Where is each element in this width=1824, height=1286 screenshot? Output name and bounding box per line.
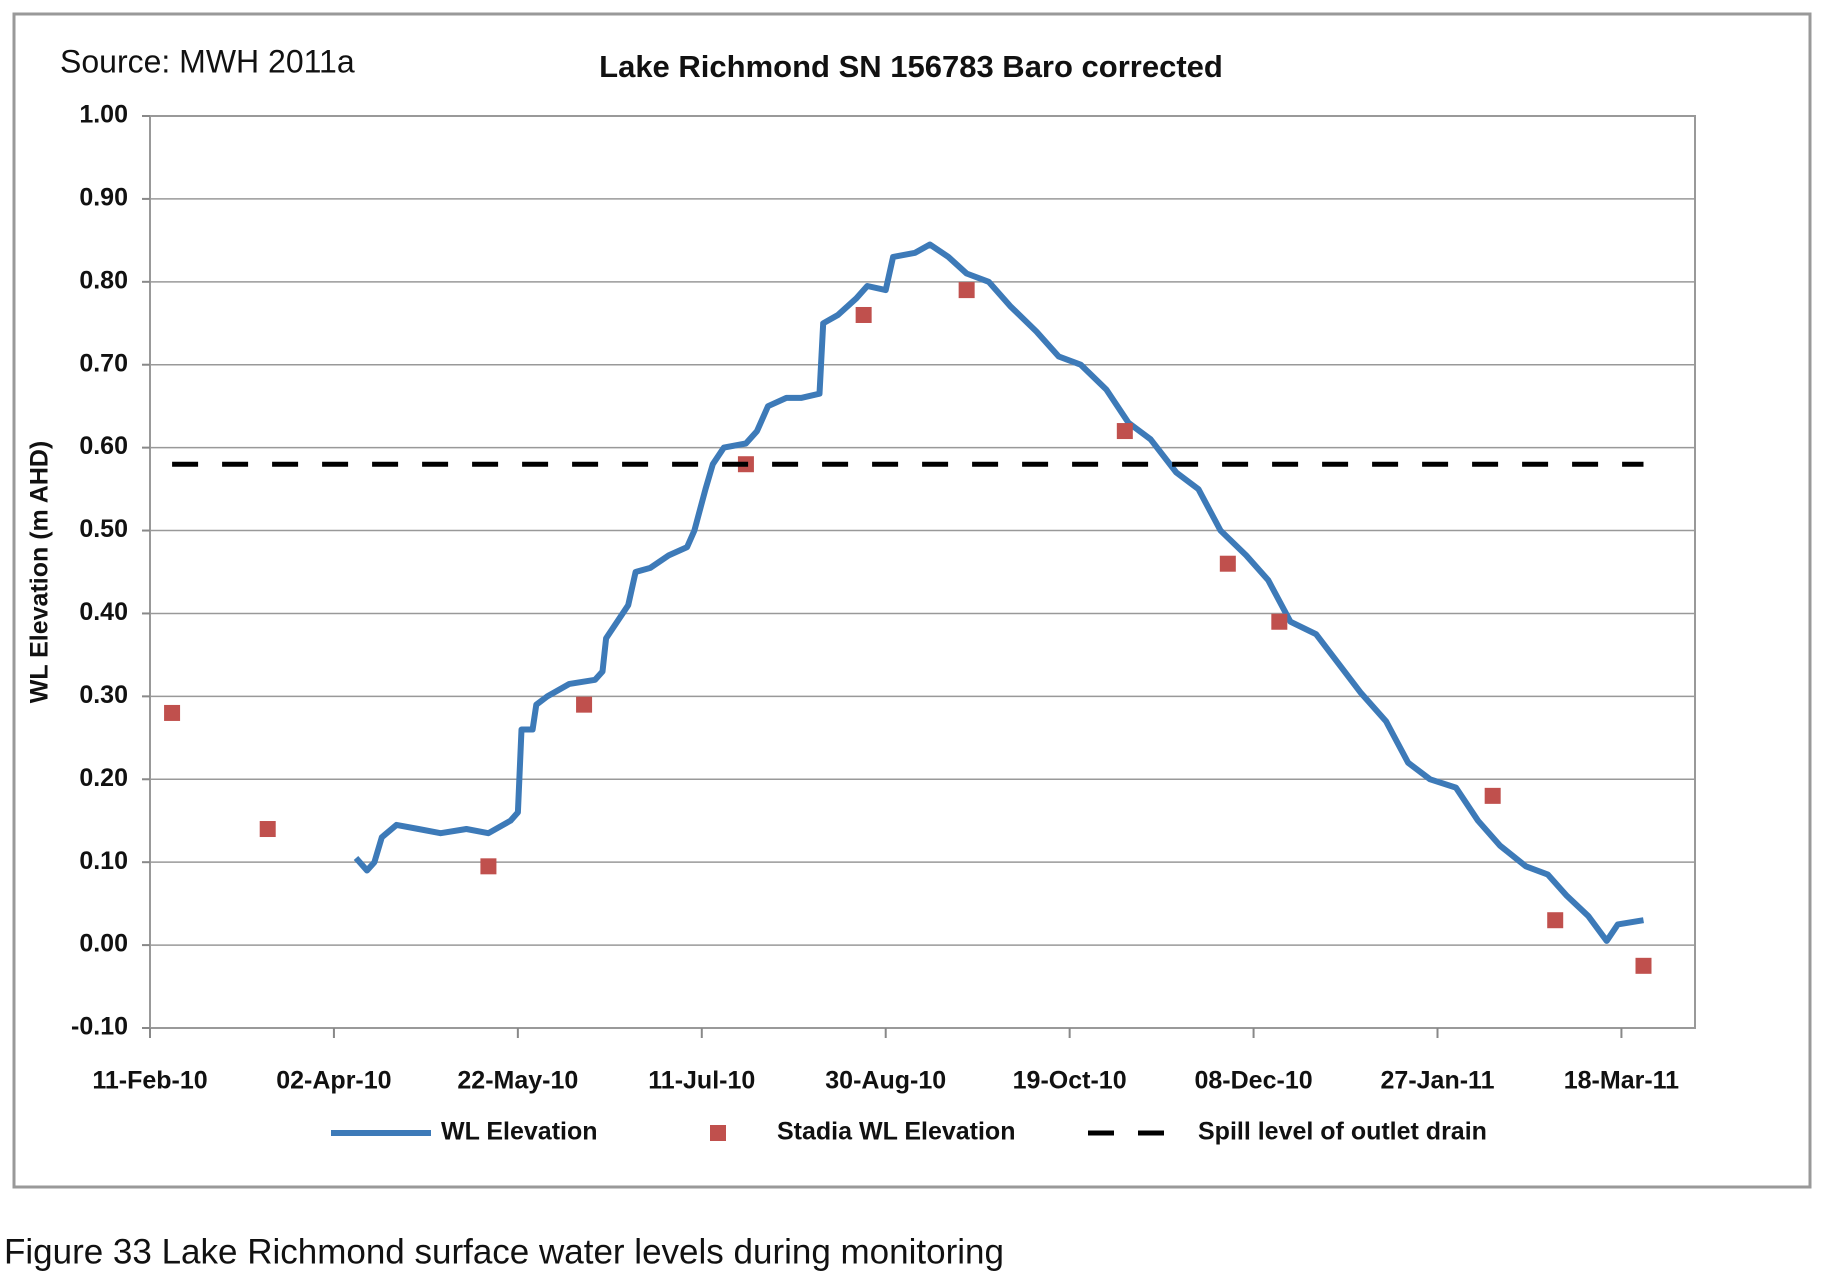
y-tick-label: 0.40: [79, 598, 128, 626]
legend-label: Stadia WL Elevation: [777, 1118, 1015, 1146]
y-tick-label: 0.80: [79, 266, 128, 294]
y-tick-label: 0.30: [79, 681, 128, 709]
stadia-marker: [576, 696, 593, 713]
x-tick-label: 08-Dec-10: [1195, 1067, 1313, 1095]
stadia-marker: [1484, 787, 1501, 804]
y-tick-label: 0.90: [79, 184, 128, 212]
stadia-marker: [1116, 423, 1133, 440]
legend-label: WL Elevation: [441, 1118, 598, 1146]
x-tick-label: 22-May-10: [457, 1067, 578, 1095]
y-tick-label: 0.70: [79, 349, 128, 377]
stadia-marker: [1271, 613, 1288, 630]
x-tick-label: 19-Oct-10: [1013, 1067, 1127, 1095]
chart-title: Lake Richmond SN 156783 Baro corrected: [599, 49, 1223, 84]
x-tick-label: 11-Jul-10: [648, 1067, 755, 1095]
y-tick-label: -0.10: [71, 1013, 128, 1041]
y-tick-label: 0.10: [79, 847, 128, 875]
stadia-marker: [259, 821, 276, 838]
x-tick-label: 27-Jan-11: [1381, 1067, 1495, 1095]
y-tick-label: 0.50: [79, 515, 128, 543]
y-tick-label: 0.00: [79, 930, 128, 958]
x-tick-label: 18-Mar-11: [1564, 1067, 1679, 1095]
stadia-marker: [164, 704, 181, 721]
stadia-marker: [958, 282, 975, 299]
legend-swatch: [710, 1125, 726, 1141]
stadia-marker: [1635, 957, 1652, 974]
chart-frame: [12, 12, 1812, 1189]
wl-line: [353, 241, 1644, 944]
source-note: Source: MWH 2011a: [60, 43, 355, 79]
y-tick-label: 0.20: [79, 764, 128, 792]
legend-label: Spill level of outlet drain: [1198, 1118, 1487, 1146]
y-axis-label: WL Elevation (m AHD): [26, 441, 54, 704]
x-tick-label: 11-Feb-10: [92, 1067, 207, 1095]
y-tick-label: 0.60: [79, 432, 128, 460]
stadia-marker: [1219, 555, 1236, 572]
stadia-marker: [480, 858, 497, 875]
stadia-marker: [855, 306, 872, 323]
x-tick-label: 30-Aug-10: [825, 1067, 946, 1095]
figure-caption: Figure 33 Lake Richmond surface water le…: [4, 1232, 1004, 1271]
stadia-marker: [1547, 912, 1564, 929]
x-tick-label: 02-Apr-10: [276, 1067, 391, 1095]
y-tick-label: 1.00: [79, 101, 128, 129]
